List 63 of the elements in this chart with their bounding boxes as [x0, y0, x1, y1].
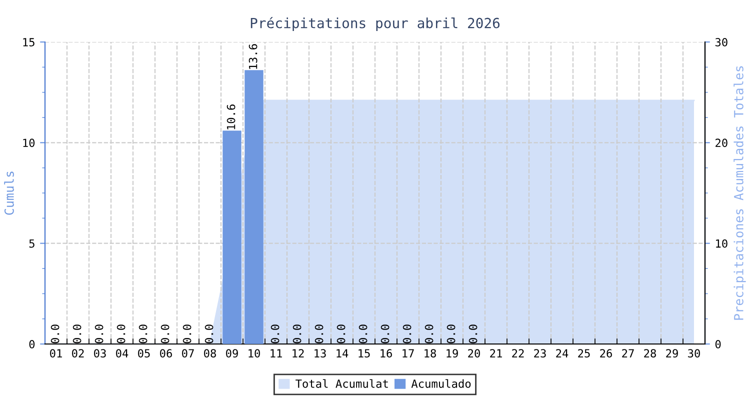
data-label: 0.0 [314, 324, 324, 344]
x-tick-label: 21 [490, 349, 502, 358]
x-tick-label: 18 [424, 349, 436, 358]
y-tick-label: 0 [29, 340, 35, 348]
data-label: 0.0 [138, 324, 148, 344]
data-label: 0.0 [358, 324, 368, 344]
data-label: 0.0 [424, 324, 434, 344]
y2-tick-label: 20 [716, 138, 728, 148]
x-tick-label: 05 [138, 349, 150, 358]
x-tick-label: 14 [336, 349, 348, 358]
data-label: 0.0 [182, 324, 192, 344]
x-tick-label: 02 [72, 349, 84, 358]
data-label: 0.0 [402, 324, 412, 344]
y-axis-title: Cumuls [4, 172, 14, 215]
y2-axis-title: Precipitaciones Acumulades Totales [734, 66, 746, 320]
y-tick-label: 15 [23, 38, 34, 46]
data-label: 0.0 [160, 324, 170, 344]
y2-tick-label: 0 [715, 340, 721, 348]
x-tick-label: 12 [292, 349, 304, 358]
data-label: 10.6 [226, 104, 236, 130]
data-label: 0.0 [292, 324, 302, 344]
x-tick-label: 10 [248, 349, 260, 358]
x-tick-label: 23 [534, 349, 546, 358]
data-label: 0.0 [204, 324, 214, 344]
data-label: 0.0 [94, 324, 104, 344]
legend-label: Acumulado [411, 379, 471, 388]
x-tick-label: 22 [512, 349, 524, 358]
x-tick-label: 01 [50, 349, 62, 358]
data-label: 0.0 [72, 324, 82, 344]
y2-tick-label: 10 [716, 239, 728, 248]
x-tick-label: 30 [688, 349, 700, 358]
data-label: 0.0 [446, 324, 456, 344]
y-tick-label: 5 [29, 239, 34, 248]
data-label: 0.0 [468, 324, 478, 344]
x-tick-label: 11 [270, 349, 282, 358]
y-tick-label: 10 [23, 138, 35, 148]
x-tick-label: 19 [446, 349, 458, 358]
data-label: 13.6 [248, 44, 258, 69]
data-label: 0.0 [270, 324, 280, 344]
x-tick-label: 26 [600, 349, 612, 358]
data-label: 0.0 [116, 324, 126, 344]
x-tick-label: 04 [116, 349, 128, 358]
x-tick-label: 27 [622, 349, 634, 358]
x-tick-label: 08 [204, 349, 216, 358]
legend-label: Total Acumulat [296, 379, 388, 388]
x-tick-label: 03 [94, 349, 106, 358]
x-tick-label: 15 [358, 349, 370, 358]
data-label: 0.0 [50, 324, 60, 344]
x-tick-label: 13 [314, 349, 326, 358]
data-label: 0.0 [336, 324, 346, 344]
data-label: 0.0 [380, 324, 390, 344]
x-tick-label: 07 [182, 349, 194, 358]
x-tick-label: 29 [666, 349, 678, 358]
x-tick-label: 06 [160, 349, 172, 358]
x-tick-label: 20 [468, 349, 480, 358]
x-tick-label: 16 [380, 349, 392, 358]
x-tick-label: 24 [556, 349, 568, 358]
chart-title: Précipitations pour abril 2026 [250, 17, 500, 31]
x-tick-label: 09 [226, 349, 238, 358]
x-tick-label: 28 [644, 349, 656, 358]
x-tick-label: 25 [578, 349, 590, 358]
x-tick-label: 17 [402, 349, 414, 358]
y2-tick-label: 30 [715, 38, 728, 46]
